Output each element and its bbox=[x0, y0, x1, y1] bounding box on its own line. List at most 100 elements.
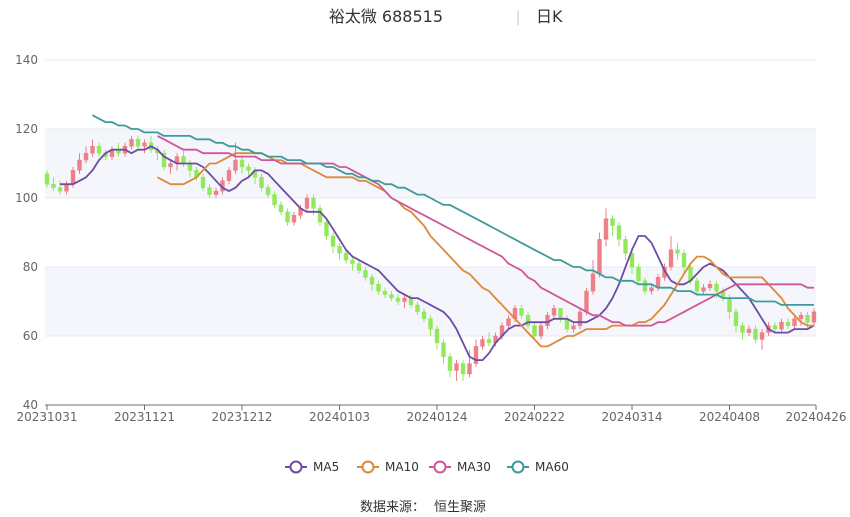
y-tick-label: 60 bbox=[23, 329, 38, 343]
candle-body bbox=[811, 311, 817, 323]
background-bands bbox=[45, 129, 816, 336]
candle-body bbox=[447, 356, 453, 371]
candle-body bbox=[759, 332, 765, 340]
x-tick-label: 20240426 bbox=[785, 410, 846, 424]
source-label: 数据来源： bbox=[360, 500, 425, 515]
candle-body bbox=[337, 246, 342, 254]
candle-body bbox=[83, 152, 89, 161]
candle-body bbox=[278, 204, 284, 213]
candle-body bbox=[486, 339, 492, 344]
candle-body bbox=[577, 311, 583, 326]
candle-body bbox=[551, 308, 557, 316]
candle-body bbox=[597, 239, 602, 275]
candle-body bbox=[408, 297, 414, 306]
x-tick-label: 20240222 bbox=[504, 410, 565, 424]
candle-body bbox=[805, 315, 810, 323]
candle-body bbox=[441, 342, 446, 357]
candle-body bbox=[168, 163, 173, 168]
candle-body bbox=[415, 304, 420, 313]
candle-body bbox=[96, 146, 102, 154]
candle-body bbox=[259, 177, 264, 188]
candle-body bbox=[64, 183, 69, 192]
grid-lines bbox=[45, 59, 816, 406]
candle-body bbox=[694, 280, 700, 292]
candle-body bbox=[129, 139, 134, 147]
candle-body bbox=[389, 294, 394, 299]
candle-body bbox=[246, 166, 251, 171]
candle-body bbox=[629, 252, 635, 268]
legend-label: MA5 bbox=[313, 460, 339, 474]
candle-body bbox=[558, 308, 563, 319]
candle-body bbox=[727, 297, 732, 313]
candle-body bbox=[681, 252, 687, 268]
candle-body bbox=[70, 170, 76, 185]
candle-body bbox=[330, 235, 336, 247]
background-band bbox=[45, 129, 816, 198]
candle-body bbox=[616, 225, 622, 240]
ma-line-ma30 bbox=[157, 135, 814, 327]
candle-body bbox=[532, 325, 537, 337]
source-value: 恒生聚源 bbox=[434, 500, 486, 515]
candle-body bbox=[772, 325, 778, 330]
candle-body bbox=[792, 318, 797, 326]
candle-body bbox=[746, 328, 752, 333]
title-separator: | bbox=[516, 10, 521, 26]
candle-body bbox=[642, 280, 648, 292]
candle-body bbox=[51, 183, 56, 188]
candle-body bbox=[285, 211, 290, 223]
candle-body bbox=[317, 208, 323, 223]
candle-body bbox=[538, 325, 544, 337]
candle-body bbox=[519, 308, 524, 316]
candle-body bbox=[356, 263, 362, 271]
candle-body bbox=[200, 177, 206, 188]
candle-body bbox=[779, 321, 784, 330]
legend-marker bbox=[289, 460, 303, 474]
candle-body bbox=[369, 277, 375, 285]
moving-average-lines bbox=[60, 114, 815, 362]
legend-marker bbox=[361, 460, 375, 474]
candle-body bbox=[701, 287, 706, 292]
candle-body bbox=[272, 194, 277, 206]
candle-body bbox=[454, 363, 459, 371]
ma-line-ma60 bbox=[92, 114, 814, 306]
candle-body bbox=[460, 363, 466, 375]
x-tick-label: 20240314 bbox=[601, 410, 662, 424]
candle-body bbox=[610, 218, 615, 226]
candle-body bbox=[649, 287, 654, 292]
legend-marker bbox=[511, 460, 525, 474]
candle-body bbox=[187, 163, 193, 171]
x-axis: 20231031 20231121 20231212 20240103 20240124… bbox=[16, 404, 847, 424]
candle-body bbox=[473, 346, 479, 364]
x-tick-label: 20240408 bbox=[699, 410, 760, 424]
candle-body bbox=[753, 328, 758, 340]
candle-body bbox=[590, 273, 596, 292]
y-tick-label: 120 bbox=[15, 122, 38, 136]
x-tick-label: 20240124 bbox=[406, 410, 467, 424]
chart-title: 裕太微 688515 bbox=[329, 7, 443, 26]
x-tick-label: 20231121 bbox=[114, 410, 175, 424]
candle-body bbox=[77, 159, 82, 171]
candle-body bbox=[623, 239, 628, 254]
candle-body bbox=[434, 328, 440, 344]
legend-marker bbox=[433, 460, 447, 474]
candle-body bbox=[733, 311, 739, 326]
candle-body bbox=[135, 139, 141, 147]
candle-body bbox=[506, 318, 511, 326]
candle-body bbox=[304, 197, 310, 209]
candle-body bbox=[636, 266, 641, 282]
candle-body bbox=[291, 215, 297, 223]
candle-body bbox=[395, 297, 401, 302]
ma-line-ma5 bbox=[60, 145, 815, 362]
x-tick-label: 20231212 bbox=[211, 410, 272, 424]
candle-body bbox=[213, 190, 219, 195]
legend-label: MA60 bbox=[535, 460, 569, 474]
candlestick-series bbox=[44, 135, 817, 381]
candle-body bbox=[571, 325, 576, 330]
candle-body bbox=[382, 290, 388, 295]
candle-body bbox=[402, 297, 407, 302]
candle-body bbox=[343, 252, 349, 261]
legend-label: MA30 bbox=[457, 460, 491, 474]
candle-body bbox=[265, 187, 271, 195]
